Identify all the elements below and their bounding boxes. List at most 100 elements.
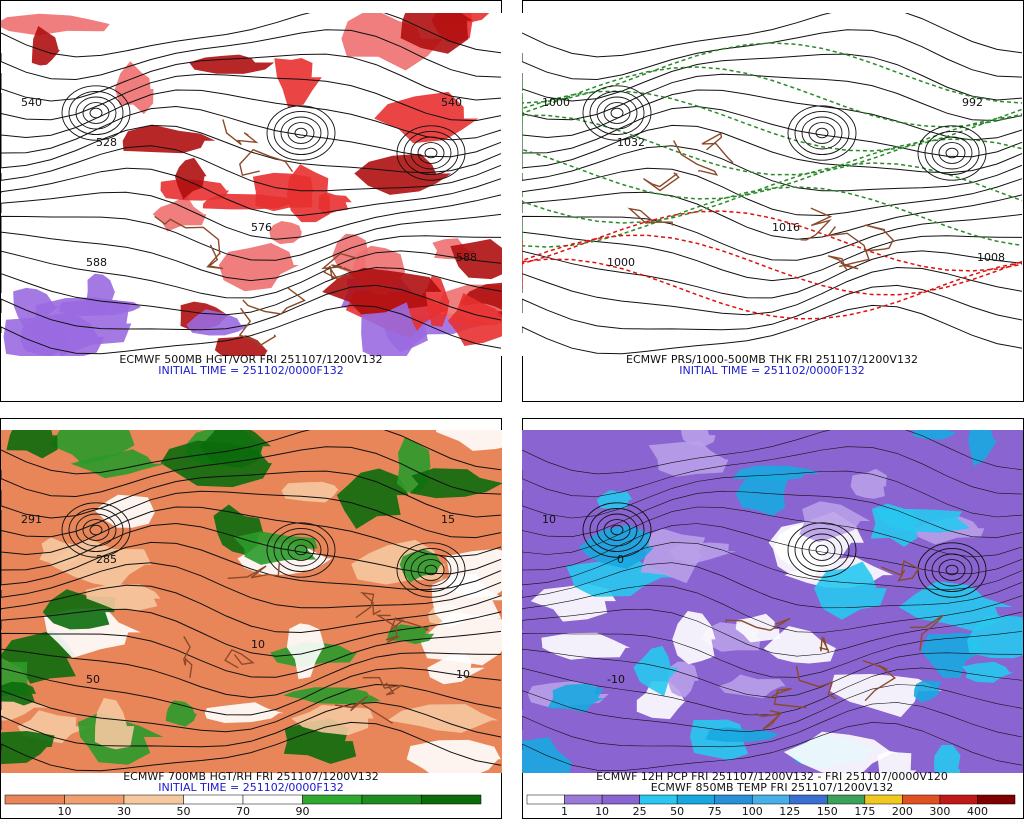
shaded-field — [406, 739, 501, 773]
shaded-field — [968, 430, 998, 467]
contour-line — [1, 667, 502, 716]
cyclone-contour — [61, 85, 131, 141]
shaded-field — [735, 472, 789, 516]
shaded-field — [31, 26, 61, 66]
cyclone-contour — [396, 125, 466, 181]
contour-line — [1, 584, 502, 634]
cyclone-contour — [403, 130, 459, 176]
cyclone-contour — [794, 527, 850, 573]
colorbar-segment — [64, 794, 125, 805]
contour-line — [522, 470, 1023, 519]
contour-line — [1, 701, 502, 748]
cyclone-contour — [808, 122, 836, 144]
shaded-field — [913, 680, 941, 703]
contour-line — [522, 648, 1023, 698]
colorbar-label: 1 — [561, 805, 568, 818]
panel-initial-time: ECMWF 850MB TEMP FRI 251107/1200V132 — [651, 781, 894, 794]
colorbar-segment — [639, 794, 678, 805]
contour-line — [1, 430, 502, 475]
cyclone-contour — [603, 519, 631, 541]
cyclone-contour — [417, 142, 445, 164]
shaded-field — [202, 193, 291, 210]
cyclone-contour — [815, 127, 829, 139]
shaded-field — [94, 494, 156, 528]
shaded-field — [400, 13, 473, 54]
contour-line — [522, 584, 1023, 633]
contour-label: 528 — [96, 136, 117, 149]
contour-label: 992 — [962, 96, 983, 109]
colorbar-segment — [676, 794, 715, 805]
cyclone-contour — [801, 116, 843, 150]
colorbar-label: 50 — [177, 805, 191, 818]
shaded-field — [962, 661, 1014, 683]
panel-initial-time: INITIAL TIME = 251102/0000F132 — [679, 364, 864, 377]
contour-line — [522, 722, 1023, 772]
colorbar-label: 175 — [854, 805, 875, 818]
contour-line — [1, 304, 502, 355]
thickness-line — [522, 258, 1023, 320]
colorbar-segment — [302, 794, 363, 805]
contour-label: 588 — [456, 251, 477, 264]
cyclone-contour — [82, 519, 110, 541]
contour-line — [1, 105, 502, 158]
colorbar-segment — [939, 794, 978, 805]
contour-line — [1, 250, 502, 299]
contour-line — [522, 167, 1023, 217]
colorbar-label: 75 — [708, 805, 722, 818]
contour-line — [522, 430, 1023, 475]
country-border — [183, 562, 429, 724]
cyclone-contour — [410, 553, 452, 587]
shaded-field — [361, 302, 430, 356]
shaded-field — [633, 645, 679, 697]
contour-line — [1, 89, 502, 141]
colorbar-segment — [977, 794, 1016, 805]
cyclone-contour — [75, 96, 117, 130]
contour-label: 10 — [251, 638, 265, 651]
contour-line — [1, 470, 502, 519]
cyclone-contour — [596, 96, 638, 130]
contour-label: 1000 — [542, 96, 570, 109]
contour-line — [522, 702, 1023, 748]
cyclone-contour — [287, 539, 315, 561]
colorbar-label: 400 — [967, 805, 988, 818]
contour-label: -10 — [607, 673, 625, 686]
contour-line — [522, 506, 1023, 558]
colorbar-label: 50 — [670, 805, 684, 818]
cyclone-contour — [403, 547, 459, 593]
shaded-field — [186, 309, 251, 336]
cyclone-contour — [808, 539, 836, 561]
contour-line — [1, 73, 502, 122]
cyclone-contour — [273, 110, 329, 156]
contour-line — [1, 124, 502, 174]
colorbar-label: 200 — [892, 805, 913, 818]
contour-line — [522, 490, 1023, 538]
contour-label: 540 — [21, 96, 42, 109]
cyclone-contour — [610, 524, 624, 536]
shaded-field — [705, 727, 780, 743]
colorbar-segment — [827, 794, 866, 805]
shaded-field — [354, 153, 452, 195]
colorbar-segment — [183, 794, 244, 805]
cyclone-contour — [287, 122, 315, 144]
contour-label: 1008 — [977, 251, 1005, 264]
shaded-field — [877, 750, 917, 773]
cyclone-contour — [61, 502, 131, 558]
cyclone-contour — [266, 105, 336, 161]
contour-line — [522, 284, 1023, 331]
shaded-field — [427, 651, 485, 685]
colorbar-segment — [361, 794, 422, 805]
colorbar-label: 10 — [595, 805, 609, 818]
colorbar-segment — [864, 794, 903, 805]
shaded-field — [718, 674, 786, 699]
colorbar-segment — [421, 794, 482, 805]
shaded-field — [85, 584, 161, 611]
contour-line — [522, 73, 1023, 122]
contour-line — [1, 213, 502, 261]
contour-line — [522, 124, 1023, 174]
contour-label: 285 — [96, 553, 117, 566]
contour-label: 1016 — [772, 221, 800, 234]
map-area: 540 528 588 576 540 588 — [1, 13, 502, 356]
shaded-field — [6, 430, 58, 459]
country-border — [627, 132, 894, 271]
